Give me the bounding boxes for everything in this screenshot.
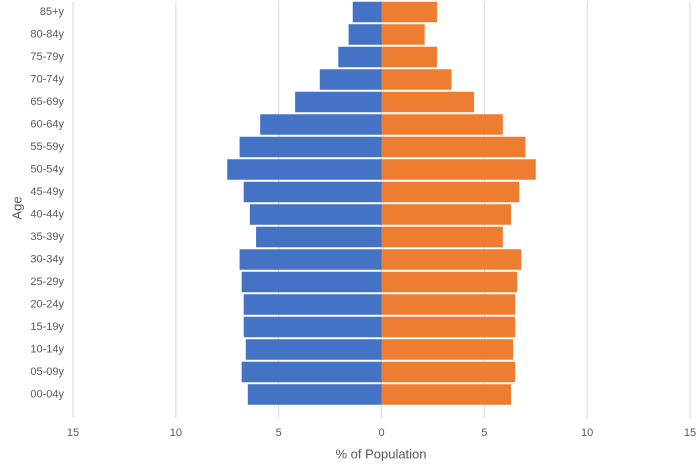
bar <box>381 361 516 383</box>
x-tick-label: 5 <box>276 427 282 439</box>
bar <box>381 91 475 113</box>
y-tick-label: 00-04y <box>30 388 64 400</box>
y-tick-label: 25-29y <box>30 276 64 288</box>
bar <box>381 181 520 203</box>
x-tick-label: 0 <box>378 427 384 439</box>
bar <box>381 226 503 248</box>
y-tick-label: 80-84y <box>30 28 64 40</box>
bar <box>239 136 382 158</box>
bar <box>381 136 526 158</box>
y-tick-label: 35-39y <box>30 231 64 243</box>
bar <box>241 271 382 293</box>
bar <box>245 339 382 360</box>
bar <box>247 384 382 405</box>
y-tick-label: 40-44y <box>30 208 64 220</box>
bar <box>239 249 382 270</box>
y-tick-label: 55-59y <box>30 141 64 153</box>
bar <box>260 114 382 135</box>
bar <box>241 361 382 383</box>
x-tick-label: 10 <box>581 427 593 439</box>
bar <box>352 1 382 23</box>
y-tick-label: 65-69y <box>30 96 64 108</box>
y-tick-label: 75-79y <box>30 51 64 63</box>
x-tick-label: 15 <box>684 427 696 439</box>
x-tick-label: 10 <box>170 427 182 439</box>
y-tick-label: 50-54y <box>30 163 64 175</box>
x-tick-label: 15 <box>67 427 79 439</box>
x-axis-label: % of Population <box>335 446 426 461</box>
bar <box>381 384 512 405</box>
bar <box>381 339 514 360</box>
bar <box>243 294 382 315</box>
bar <box>381 1 438 23</box>
bar <box>227 159 382 180</box>
bar <box>381 271 518 293</box>
y-tick-label: 05-09y <box>30 366 64 378</box>
bar <box>249 204 382 225</box>
bar <box>381 46 438 68</box>
bar <box>381 316 516 338</box>
bar <box>256 226 382 248</box>
bar <box>338 46 382 68</box>
y-tick-label: 10-14y <box>30 343 64 355</box>
y-axis-label: Age <box>9 196 24 219</box>
bar <box>243 316 382 338</box>
bar <box>381 294 516 315</box>
bar <box>243 181 382 203</box>
bar <box>319 69 382 90</box>
bar <box>381 249 522 270</box>
bar <box>381 114 503 135</box>
y-tick-label: 45-49y <box>30 186 64 198</box>
bar <box>295 91 382 113</box>
y-tick-label: 70-74y <box>30 73 64 85</box>
y-tick-label: 30-34y <box>30 253 64 265</box>
bar <box>381 69 452 90</box>
y-tick-label: 85+y <box>40 6 65 18</box>
bar <box>381 159 536 180</box>
x-tick-label: 5 <box>481 427 487 439</box>
bar <box>381 24 425 45</box>
bar <box>348 24 382 45</box>
bar <box>381 204 512 225</box>
y-tick-label: 20-24y <box>30 298 64 310</box>
y-tick-label: 60-64y <box>30 118 64 130</box>
y-tick-label: 15-19y <box>30 321 64 333</box>
